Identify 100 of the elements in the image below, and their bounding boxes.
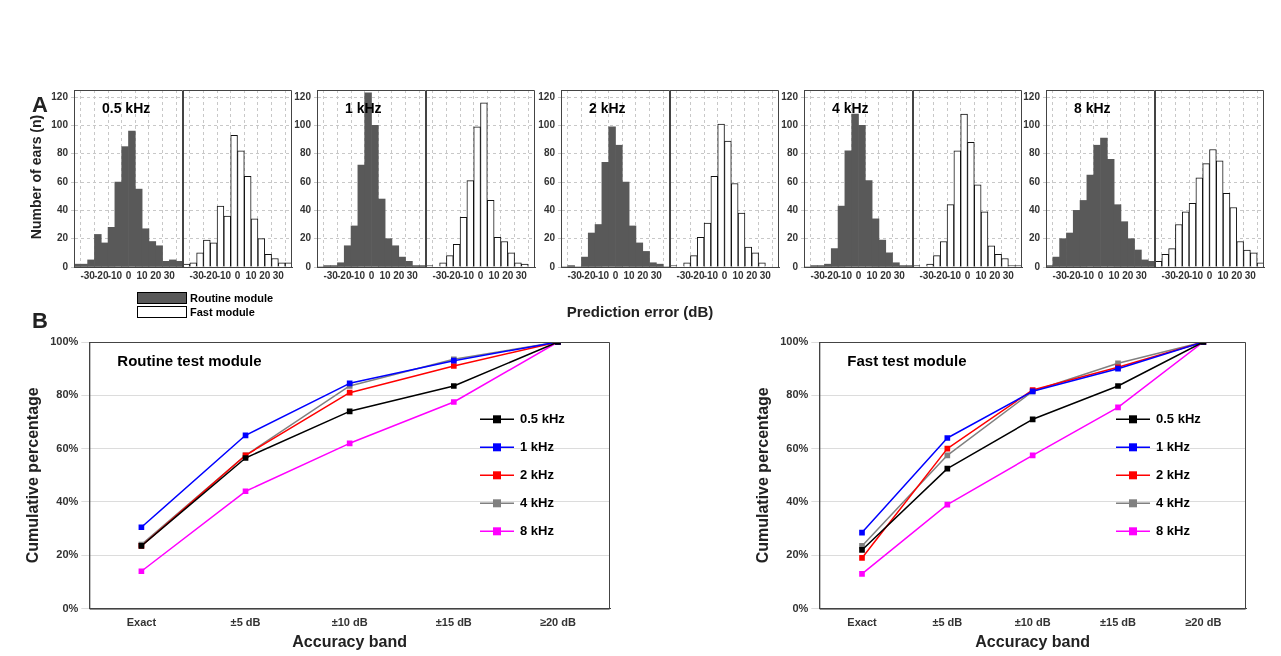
x-tick-label: 20 [150, 269, 162, 281]
text: 2 kHz [589, 99, 626, 116]
y-tick-label: 80 [543, 147, 556, 159]
x-tick-label: -30 [676, 269, 692, 281]
x-tick-label: 30 [163, 269, 176, 281]
point [138, 568, 145, 575]
legend-label: 1 kHz [520, 438, 555, 454]
y-tick-label: 0 [792, 260, 799, 272]
x-tick-label: -20 [337, 269, 352, 281]
point [859, 571, 865, 577]
x-axis-title: Accuracy band [292, 632, 408, 650]
y-tick-label: 80% [786, 388, 809, 401]
y-tick-label: 40 [56, 204, 69, 216]
x-tick-label: 10 [488, 269, 501, 281]
x-tick-label: -20 [94, 269, 109, 281]
x-tick-label: 20 [746, 269, 758, 281]
y-tick-label: 80 [1028, 147, 1041, 159]
y-tick-label: 120 [51, 90, 69, 102]
point [944, 452, 951, 459]
x-tick-label: -30 [323, 269, 339, 281]
y-tick-label: 40 [299, 204, 312, 216]
x-tick-label: -20 [1175, 269, 1190, 281]
text: 0.5 kHz [102, 99, 151, 116]
x-tick-label: 0 [964, 269, 971, 281]
y-tick-label: 20 [543, 232, 556, 244]
text: Fast module [190, 306, 255, 318]
x-tick-label: -10 [459, 269, 475, 281]
point [242, 432, 249, 439]
legend-label: 8 kHz [520, 522, 555, 538]
y-tick-label: 0 [62, 260, 69, 272]
x-tick-label: -20 [446, 269, 461, 281]
y-tick-label: 100% [780, 335, 809, 348]
x-tick-label: 20 [1231, 269, 1243, 281]
y-tick-label: 40% [786, 494, 809, 507]
x-tick-label: ±15 dB [1100, 616, 1137, 629]
x-tick-label: -10 [946, 269, 962, 281]
x-tick-label: ≥20 dB [1185, 616, 1222, 629]
x-tick-label: 0 [721, 269, 728, 281]
text: 8 kHz [1074, 99, 1111, 116]
y-tick-label: 100 [781, 119, 799, 131]
x-tick-label: -30 [810, 269, 826, 281]
point [1115, 404, 1121, 411]
y-axis-title: Number of ears (n) [28, 114, 44, 240]
x-tick-label: 30 [893, 269, 906, 281]
legend-label: 4 kHz [520, 494, 555, 510]
x-tick-label: 30 [272, 269, 285, 281]
x-tick-label: -20 [581, 269, 596, 281]
y-tick-label: 100 [538, 119, 556, 131]
x-tick-label: 0 [1097, 269, 1104, 281]
y-tick-label: 100 [1023, 119, 1041, 131]
x-tick-label: 20 [502, 269, 514, 281]
point [450, 383, 457, 389]
y-tick-label: 60 [1028, 175, 1041, 187]
x-tick-label: -30 [80, 269, 96, 281]
x-tick-label: 10 [732, 269, 745, 281]
y-tick-label: 0% [792, 601, 809, 614]
x-tick-label: 20 [637, 269, 649, 281]
point [450, 363, 457, 369]
legend-label: 0.5 kHz [1156, 410, 1202, 426]
y-tick-label: 40% [56, 494, 79, 507]
y-tick-label: 120 [781, 90, 799, 102]
x-tick-label: -10 [1079, 269, 1095, 281]
text: 4 kHz [832, 99, 869, 116]
x-tick-label: Exact [126, 616, 157, 629]
x-tick-label: 10 [975, 269, 988, 281]
x-tick-label: 0 [477, 269, 484, 281]
x-tick-label: -10 [350, 269, 366, 281]
point [859, 547, 865, 553]
x-tick-label: 0 [855, 269, 862, 281]
legend-label: 0.5 kHz [520, 410, 566, 426]
x-tick-label: -10 [703, 269, 719, 281]
legend-label: 4 kHz [1156, 494, 1191, 510]
x-tick-label: Exact [847, 616, 878, 629]
x-axis-title: Prediction error (dB) [566, 303, 714, 320]
y-tick-label: 80 [299, 147, 312, 159]
y-tick-label: 60% [786, 441, 809, 454]
x-axis-title: Accuracy band [975, 632, 1091, 650]
x-tick-label: 20 [393, 269, 405, 281]
legend-label: 1 kHz [1156, 438, 1191, 454]
x-tick-label: -30 [432, 269, 448, 281]
legend-label: Routine module [190, 292, 274, 304]
text: Routine test module [117, 351, 262, 369]
y-tick-label: 80 [786, 147, 799, 159]
y-tick-label: 0 [305, 260, 312, 272]
x-tick-label: 0 [368, 269, 375, 281]
y-tick-label: 20% [786, 548, 809, 561]
x-tick-label: 30 [650, 269, 663, 281]
x-tick-label: 0 [234, 269, 241, 281]
text: Fast test module [847, 351, 967, 369]
x-tick-label: 10 [1108, 269, 1121, 281]
point [859, 529, 865, 536]
x-tick-label: -20 [933, 269, 948, 281]
point [1115, 383, 1121, 389]
point [1029, 416, 1036, 423]
x-tick-label: 30 [1135, 269, 1148, 281]
y-tick-label: 20 [786, 232, 799, 244]
x-tick-label: 10 [379, 269, 392, 281]
y-tick-label: 0% [62, 601, 79, 614]
point [138, 524, 145, 531]
x-tick-label: 0 [1206, 269, 1213, 281]
